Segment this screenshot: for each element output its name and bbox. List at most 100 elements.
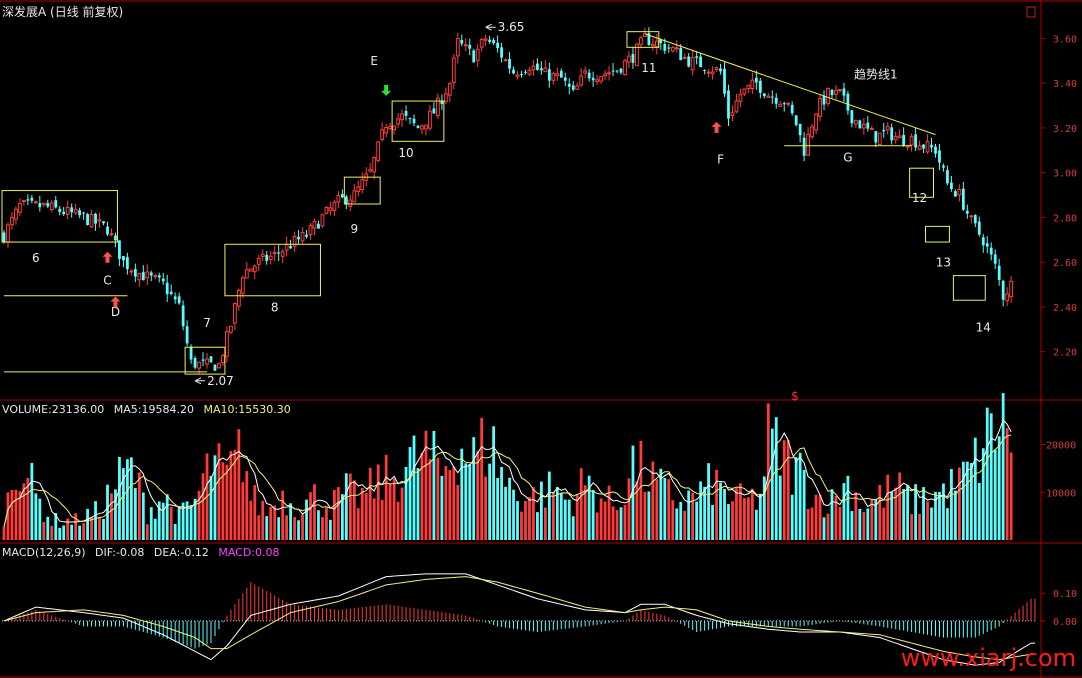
volume-bar [201, 473, 205, 540]
candle-up [575, 85, 580, 90]
volume-bar [961, 461, 965, 540]
volume-bar [854, 492, 858, 540]
volume-bar [743, 498, 746, 540]
volume-bar [66, 518, 70, 540]
volume-bar [488, 463, 492, 540]
candle-down [540, 68, 543, 71]
candle-up [424, 124, 428, 130]
volume-bar [886, 474, 890, 540]
candle-up [814, 113, 818, 131]
candle-down [882, 129, 886, 132]
dea-line [3, 576, 1036, 661]
candle-up [392, 125, 396, 131]
candle-down [416, 125, 420, 128]
volume-bar [687, 490, 691, 540]
candle-down [440, 100, 444, 104]
candle-up [909, 136, 914, 146]
candle-down [942, 165, 945, 168]
candle-up [49, 202, 54, 211]
candle-down [567, 83, 571, 87]
volume-bar [922, 487, 925, 540]
annotation-label: 6 [32, 251, 40, 265]
annotation-label: 14 [976, 321, 991, 335]
price-mark-label: 3.65 [498, 20, 525, 34]
price-mark-arrow [485, 23, 496, 31]
volume-bar [635, 481, 639, 540]
volume-bar [536, 512, 539, 540]
candle-down [122, 256, 125, 261]
price-tick-label: 2.20 [1053, 348, 1077, 359]
annotation-label: 11 [641, 61, 656, 75]
candle-down [305, 234, 308, 237]
volume-bar [858, 508, 862, 540]
volume-bar [110, 493, 113, 540]
candle-up [810, 126, 814, 138]
volume-bar [834, 495, 838, 540]
candle-down [500, 47, 503, 58]
candle-up [483, 38, 488, 41]
candle-down [161, 278, 165, 282]
volume-bar [289, 503, 292, 540]
volume-bar [1001, 393, 1005, 540]
candle-up [475, 48, 480, 61]
volume-bar [352, 480, 356, 540]
candle-up [65, 206, 70, 215]
volume-bar [647, 491, 651, 540]
macd-value: MACD:0.08 [218, 546, 280, 559]
volume-bar [818, 494, 822, 540]
volume-bar [309, 492, 312, 540]
candle-down [973, 215, 977, 224]
volume-bar [977, 482, 981, 540]
volume-bar [98, 517, 101, 540]
candle-down [173, 296, 177, 300]
volume-bar [424, 430, 428, 540]
candle-up [232, 303, 237, 324]
volume-bar [189, 505, 193, 540]
candle-up [129, 270, 134, 273]
volume-bar [181, 502, 185, 540]
price-mark-label: 2.07 [207, 374, 234, 388]
volume-bar [94, 501, 97, 540]
candle-up [623, 60, 627, 76]
candle-up [420, 125, 424, 130]
candle-up [925, 141, 930, 153]
volume-bar [575, 495, 579, 540]
volume-bar [54, 513, 58, 540]
volume-bar [579, 468, 583, 540]
candle-down [201, 359, 205, 361]
candle-up [109, 233, 114, 236]
candle-up [205, 358, 209, 365]
annotation-label: G [843, 150, 852, 164]
candle-down [997, 265, 1001, 281]
volume-bar [444, 466, 448, 540]
volume-bar [82, 523, 85, 540]
candle-down [699, 56, 703, 68]
candle-up [451, 57, 456, 83]
volume-bar [261, 500, 265, 540]
volume-bar [229, 451, 233, 540]
candle-down [695, 56, 699, 58]
candle-down [993, 254, 997, 264]
consolidation-box [1, 190, 118, 243]
volume-bar [528, 497, 531, 540]
candle-down [703, 69, 706, 71]
volume-bar [950, 469, 953, 540]
volume-bar [42, 521, 46, 540]
candle-up [153, 275, 158, 278]
candle-down [62, 211, 66, 215]
volume-bar [233, 449, 237, 540]
volume-bar [484, 476, 488, 540]
candle-down [954, 191, 957, 197]
candle-up [957, 188, 962, 196]
candle-down [830, 89, 834, 96]
ma5-line [3, 419, 1012, 527]
candle-down [563, 77, 567, 81]
volume-bar [161, 502, 165, 540]
candle-up [348, 199, 353, 207]
candle-up [443, 93, 448, 103]
volume-bar [611, 506, 615, 540]
volume-bar [145, 524, 149, 540]
volume-bar [918, 514, 921, 540]
volume-panel [2, 393, 1013, 540]
volume-bar [739, 483, 742, 540]
